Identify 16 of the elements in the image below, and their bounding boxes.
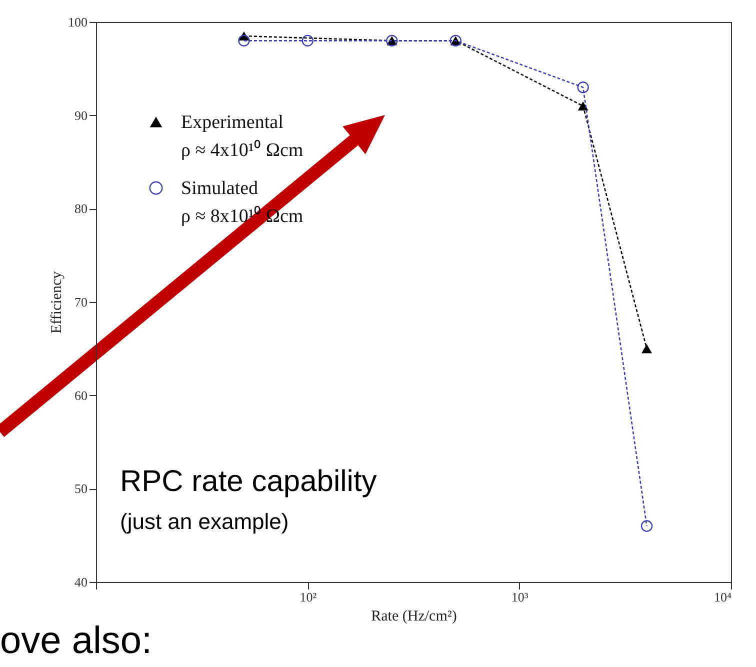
text: ove also: bbox=[0, 620, 152, 662]
y-tick-label: 100 bbox=[68, 14, 88, 30]
y-tick-label: 60 bbox=[74, 388, 88, 403]
y-axis-title: Efficiency bbox=[49, 270, 65, 334]
y-tick-label: 70 bbox=[74, 294, 88, 310]
x-axis-title: Rate (Hz/cm²) bbox=[371, 608, 457, 624]
annotation: (just an example) bbox=[120, 509, 289, 534]
y-tick-label: 50 bbox=[74, 481, 88, 496]
y-tick-label: 80 bbox=[74, 201, 88, 216]
x-tick-label: 10⁴ bbox=[714, 590, 732, 604]
x-tick-label: 10³ bbox=[511, 590, 528, 604]
annotation: RPC rate capability bbox=[120, 465, 377, 498]
y-tick-label: 90 bbox=[74, 108, 88, 123]
legend-label: Experimental ρ ≈ 4x10¹⁰ Ωcm bbox=[181, 112, 304, 161]
x-tick-label: 10² bbox=[300, 590, 317, 604]
y-tick-label: 40 bbox=[74, 574, 88, 590]
